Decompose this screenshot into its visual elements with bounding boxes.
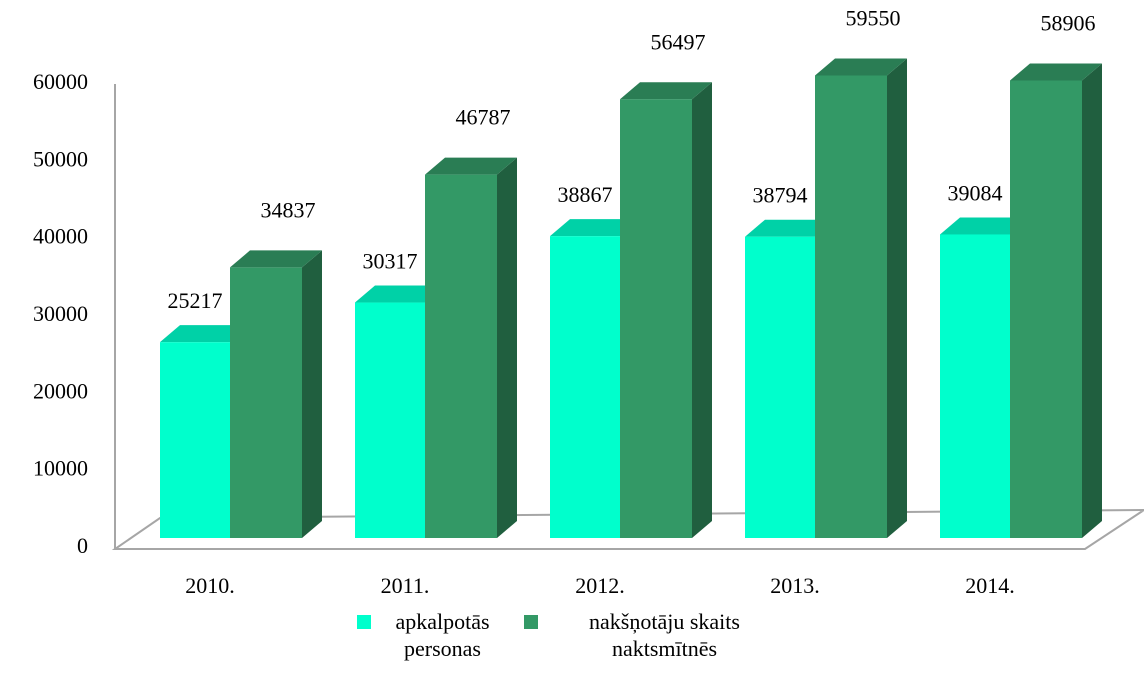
bar-top	[620, 82, 712, 100]
y-tick-label: 30000	[33, 301, 88, 326]
data-label: 30317	[363, 249, 418, 274]
bar	[160, 342, 230, 538]
x-tick-label: 2010.	[185, 573, 235, 598]
bar-top	[230, 250, 322, 268]
bar-side	[1082, 63, 1102, 538]
bar-side	[692, 82, 712, 538]
legend-item: apkalpotās personas	[357, 608, 510, 662]
bar-top	[425, 157, 517, 175]
legend-item: nakšņotāju skaits naktsmītnēs	[524, 608, 787, 662]
bar	[940, 234, 1010, 538]
data-label: 59550	[846, 6, 901, 31]
data-label: 46787	[456, 105, 511, 130]
bar	[815, 75, 887, 539]
legend: apkalpotās personas nakšņotāju skaits nak…	[0, 608, 1144, 662]
bar-top	[940, 217, 1030, 235]
y-tick-label: 40000	[33, 224, 88, 249]
data-label: 58906	[1041, 11, 1096, 36]
data-label: 38867	[558, 182, 613, 207]
bar-top	[815, 58, 907, 76]
bar-top	[550, 219, 640, 237]
data-label: 38794	[753, 183, 808, 208]
data-label: 25217	[168, 288, 223, 313]
data-label: 56497	[651, 29, 706, 54]
bar-side	[497, 157, 517, 538]
y-tick-label: 20000	[33, 378, 88, 403]
legend-swatch	[524, 615, 538, 629]
y-tick-label: 10000	[33, 456, 88, 481]
bar	[550, 236, 620, 538]
data-label: 39084	[948, 180, 1003, 205]
bar	[745, 236, 815, 538]
bar-side	[887, 58, 907, 539]
bar	[425, 174, 497, 538]
bar	[230, 267, 302, 538]
legend-label: apkalpotās personas	[395, 609, 490, 661]
bar	[355, 302, 425, 538]
bar	[1010, 80, 1082, 538]
x-tick-label: 2014.	[965, 573, 1015, 598]
y-tick-label: 60000	[33, 69, 88, 94]
x-tick-label: 2011.	[381, 573, 430, 598]
bar-side	[302, 250, 322, 539]
x-tick-label: 2012.	[575, 573, 625, 598]
legend-swatch	[357, 615, 371, 629]
bar-top	[355, 285, 445, 303]
bar-top	[1010, 63, 1102, 81]
bar-top	[160, 325, 250, 343]
bar-top	[745, 219, 835, 237]
legend-label: nakšņotāju skaits naktsmītnēs	[589, 609, 740, 661]
floor	[111, 508, 1144, 550]
bar	[620, 99, 692, 538]
chart: 0 10000 20000 30000 40000 50000 60000 2010. 2011…	[33, 6, 1144, 598]
data-label: 34837	[261, 197, 316, 222]
x-tick-label: 2013.	[770, 573, 820, 598]
y-tick-label: 0	[77, 533, 88, 558]
y-tick-label: 50000	[33, 146, 88, 171]
